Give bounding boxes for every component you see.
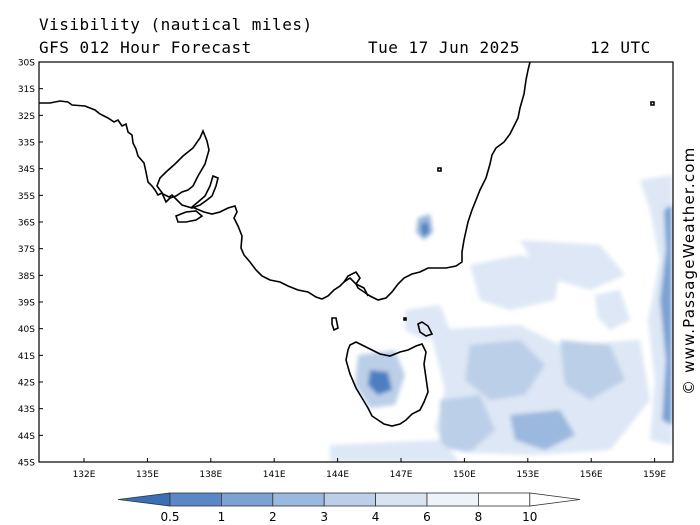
legend-segment [220, 492, 274, 507]
lon-label: 144E [326, 470, 349, 480]
lat-label: 35S [18, 192, 35, 202]
lat-label: 31S [18, 85, 35, 95]
shade-tasmania-strong [368, 370, 392, 395]
lon-label: 159E [643, 470, 666, 480]
legend-segment [426, 492, 479, 507]
legend-left-arrow [117, 492, 171, 507]
legend-label: 2 [269, 510, 277, 524]
lat-label: 43S [18, 405, 35, 415]
lat-label: 41S [18, 352, 35, 362]
lat-label: 44S [18, 432, 35, 442]
lat-label: 39S [18, 299, 35, 309]
legend-segment [272, 492, 325, 507]
shade-alps-strong [421, 222, 429, 236]
lon-label: 138E [199, 470, 222, 480]
lat-label: 40S [18, 325, 35, 335]
port-phillip-coastline [343, 270, 369, 297]
lon-label: 132E [73, 470, 96, 480]
legend-label: 0.5 [160, 510, 179, 524]
lat-label: 37S [18, 245, 35, 255]
lat-label: 36S [18, 219, 35, 229]
legend-right-arrow [529, 492, 581, 507]
coastline [39, 62, 655, 427]
shade-tasman-5 [560, 340, 625, 400]
shade-tasman-7 [440, 395, 495, 452]
legend-segment [375, 492, 428, 507]
latitude-axis: 30S 31S 32S 33S 34S 35S 36S 37S 38S 39S 40S 41S 42S 4… [18, 59, 43, 469]
lat-label: 32S [18, 112, 35, 122]
legend-segment [477, 492, 531, 507]
map-frame [38, 61, 674, 463]
lon-label: 150E [453, 470, 476, 480]
kangaroo-island-coastline [175, 210, 204, 223]
king-island-coastline [331, 317, 339, 332]
shade-east-band [640, 175, 672, 445]
lord-howe-coastline [650, 101, 655, 106]
lon-label: 147E [390, 470, 413, 480]
longitude-axis: 132E 135E 138E 141E 144E 147E 150E 153E 156E 159E [73, 458, 666, 480]
forecast-date: Tue 17 Jun 2025 [368, 38, 520, 57]
forecast-time: 12 UTC [590, 38, 651, 57]
shade-tasman-4 [465, 340, 545, 400]
legend-segment [169, 492, 222, 507]
shade-south-strip [330, 440, 460, 462]
lon-label: 141E [263, 470, 286, 480]
legend-segment [323, 492, 377, 507]
map-title: Visibility (nautical miles) [39, 15, 313, 34]
lon-label: 156E [580, 470, 603, 480]
legend-label: 6 [423, 510, 431, 524]
shade-tasman-2 [520, 240, 625, 290]
islet-1 [403, 317, 407, 321]
legend-label: 10 [522, 510, 537, 524]
lon-label: 153E [516, 470, 539, 480]
legend-label: 4 [372, 510, 380, 524]
flinders-island-coastline [417, 321, 434, 337]
lat-label: 30S [18, 59, 35, 69]
lat-label: 33S [18, 139, 35, 149]
shade-tasman-6 [510, 410, 575, 450]
lat-label: 38S [18, 272, 35, 282]
visibility-shading [330, 175, 672, 462]
shade-bass-1 [405, 305, 450, 340]
shade-tasman-8 [595, 290, 630, 330]
tasmania-coastline [345, 341, 429, 427]
mainland-coastline [39, 62, 531, 301]
legend-label: 8 [475, 510, 483, 524]
forecast-subtitle: GFS 012 Hour Forecast [39, 38, 252, 57]
lat-label: 45S [18, 459, 35, 469]
lon-label: 135E [136, 470, 159, 480]
legend-label: 3 [320, 510, 328, 524]
visibility-legend: 0.5 1 2 3 4 6 8 10 [117, 492, 581, 524]
legend-label: 1 [218, 510, 226, 524]
lat-label: 42S [18, 379, 35, 389]
lat-label: 34S [18, 165, 35, 175]
inland-lake [437, 167, 442, 172]
shade-east-strong [660, 205, 672, 425]
